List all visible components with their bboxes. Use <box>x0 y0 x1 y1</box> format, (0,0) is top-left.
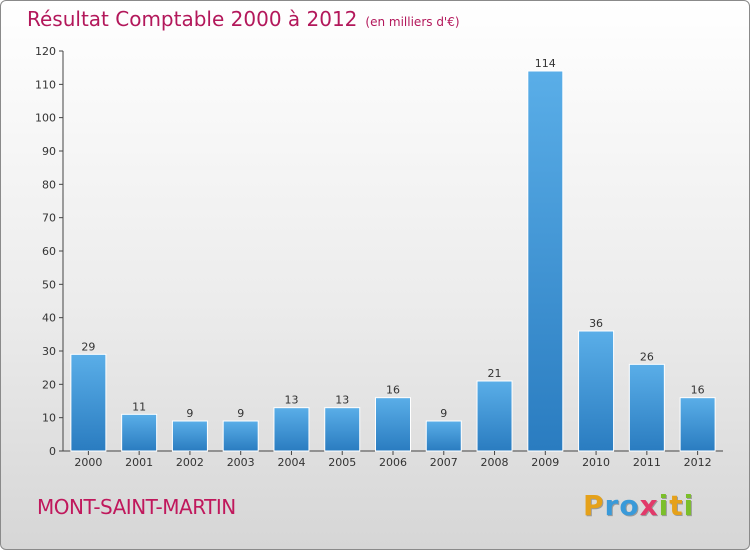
x-tick-label: 2004 <box>277 456 305 469</box>
y-tick-label: 40 <box>42 312 56 325</box>
y-tick-label: 110 <box>35 78 56 91</box>
y-tick-label: 50 <box>42 278 56 291</box>
x-tick-label: 2010 <box>582 456 610 469</box>
x-tick-label: 2007 <box>430 456 458 469</box>
logo-letter: P <box>583 489 605 522</box>
logo-letter: o <box>619 489 640 522</box>
data-label: 21 <box>488 367 502 380</box>
data-label: 29 <box>81 340 95 353</box>
bar-2008 <box>476 380 513 452</box>
data-label: 11 <box>132 400 146 413</box>
proxiti-logo: Proxiti <box>583 489 694 522</box>
bar-2001 <box>121 413 158 452</box>
data-label: 16 <box>386 384 400 397</box>
logo-letter: i <box>658 489 670 522</box>
logo-letter: r <box>604 489 620 522</box>
bar-2006 <box>375 397 411 452</box>
y-tick-label: 30 <box>42 345 56 358</box>
y-tick-label: 60 <box>42 245 56 258</box>
bar-2011 <box>628 363 665 452</box>
data-label: 13 <box>284 394 298 407</box>
bar-2000 <box>70 353 107 452</box>
y-tick-label: 100 <box>35 112 56 125</box>
data-label: 36 <box>589 317 603 330</box>
bar-2007 <box>425 420 462 452</box>
logo-letter: x <box>639 489 659 522</box>
data-label: 13 <box>335 394 349 407</box>
bar-2002 <box>171 420 208 452</box>
bar-2009 <box>527 70 564 452</box>
x-tick-label: 2005 <box>328 456 356 469</box>
data-label: 9 <box>237 407 244 420</box>
x-tick-label: 2001 <box>125 456 153 469</box>
x-tick-label: 2009 <box>531 456 559 469</box>
y-tick-label: 120 <box>35 45 56 58</box>
x-tick-label: 2008 <box>481 456 509 469</box>
x-tick-label: 2006 <box>379 456 407 469</box>
bar-2012 <box>679 397 716 452</box>
chart-subtitle: (en milliers d'€) <box>365 15 460 29</box>
data-label: 9 <box>440 407 447 420</box>
logo-letter: i <box>683 489 695 522</box>
chart-title-text: Résultat Comptable 2000 à 2012 <box>27 7 358 31</box>
data-label: 9 <box>186 407 193 420</box>
y-tick-label: 70 <box>42 212 56 225</box>
chart-title: Résultat Comptable 2000 à 2012 (en millie… <box>27 7 460 31</box>
data-label: 114 <box>535 57 556 70</box>
bar-2010 <box>578 330 615 452</box>
location-name: MONT-SAINT-MARTIN <box>37 495 236 519</box>
bar-2004 <box>273 407 310 452</box>
y-tick-label: 0 <box>49 445 56 458</box>
y-tick-label: 80 <box>42 178 56 191</box>
y-tick-label: 10 <box>42 412 56 425</box>
data-label: 26 <box>640 350 654 363</box>
x-tick-label: 2012 <box>684 456 712 469</box>
bar-2005 <box>324 407 361 452</box>
y-tick-label: 90 <box>42 145 56 158</box>
data-label: 16 <box>691 384 705 397</box>
x-tick-label: 2003 <box>227 456 255 469</box>
logo-letter: t <box>669 489 684 522</box>
y-tick-label: 20 <box>42 378 56 391</box>
x-tick-label: 2000 <box>74 456 102 469</box>
x-tick-label: 2011 <box>633 456 661 469</box>
x-tick-label: 2002 <box>176 456 204 469</box>
bar-2003 <box>222 420 259 452</box>
